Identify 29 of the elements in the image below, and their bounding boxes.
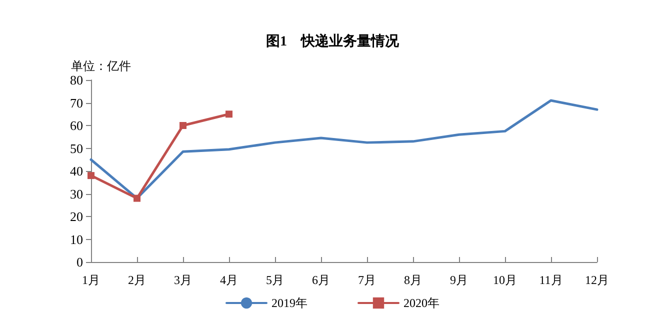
y-tick-label: 40 bbox=[70, 164, 83, 178]
y-tick-label: 10 bbox=[70, 232, 83, 247]
legend-label: 2019年 bbox=[272, 296, 308, 310]
y-tick-label: 80 bbox=[70, 72, 83, 88]
x-tick-label: 3月 bbox=[174, 273, 192, 287]
y-axis-title: 单位：亿件 bbox=[71, 59, 131, 73]
y-tick-label: 50 bbox=[70, 140, 83, 156]
x-tick-label: 5月 bbox=[266, 273, 284, 287]
x-tick-label: 8月 bbox=[404, 273, 422, 287]
legend-label: 2020年 bbox=[404, 296, 440, 310]
x-tick-label: 2月 bbox=[128, 273, 146, 287]
x-tick-label: 11月 bbox=[539, 273, 563, 287]
point bbox=[134, 194, 140, 202]
y-tick-label: 20 bbox=[70, 209, 83, 224]
point bbox=[226, 110, 232, 118]
x-tick-label: 6月 bbox=[312, 273, 330, 287]
x-tick-label: 10月 bbox=[493, 273, 517, 287]
x-tick-label: 9月 bbox=[450, 273, 468, 287]
y-tick-label: 70 bbox=[70, 95, 83, 110]
y-tick-label: 0 bbox=[76, 254, 83, 270]
y-tick-label: 30 bbox=[70, 186, 83, 202]
y-tick-label: 60 bbox=[70, 118, 83, 133]
chart-title: 图1 快递业务量情况 bbox=[266, 32, 400, 50]
x-tick-label: 4月 bbox=[220, 273, 238, 287]
x-tick-label: 1月 bbox=[82, 273, 100, 287]
point bbox=[88, 172, 94, 180]
x-tick-label: 12月 bbox=[585, 273, 609, 287]
point bbox=[180, 122, 186, 129]
x-tick-label: 7月 bbox=[358, 273, 376, 287]
